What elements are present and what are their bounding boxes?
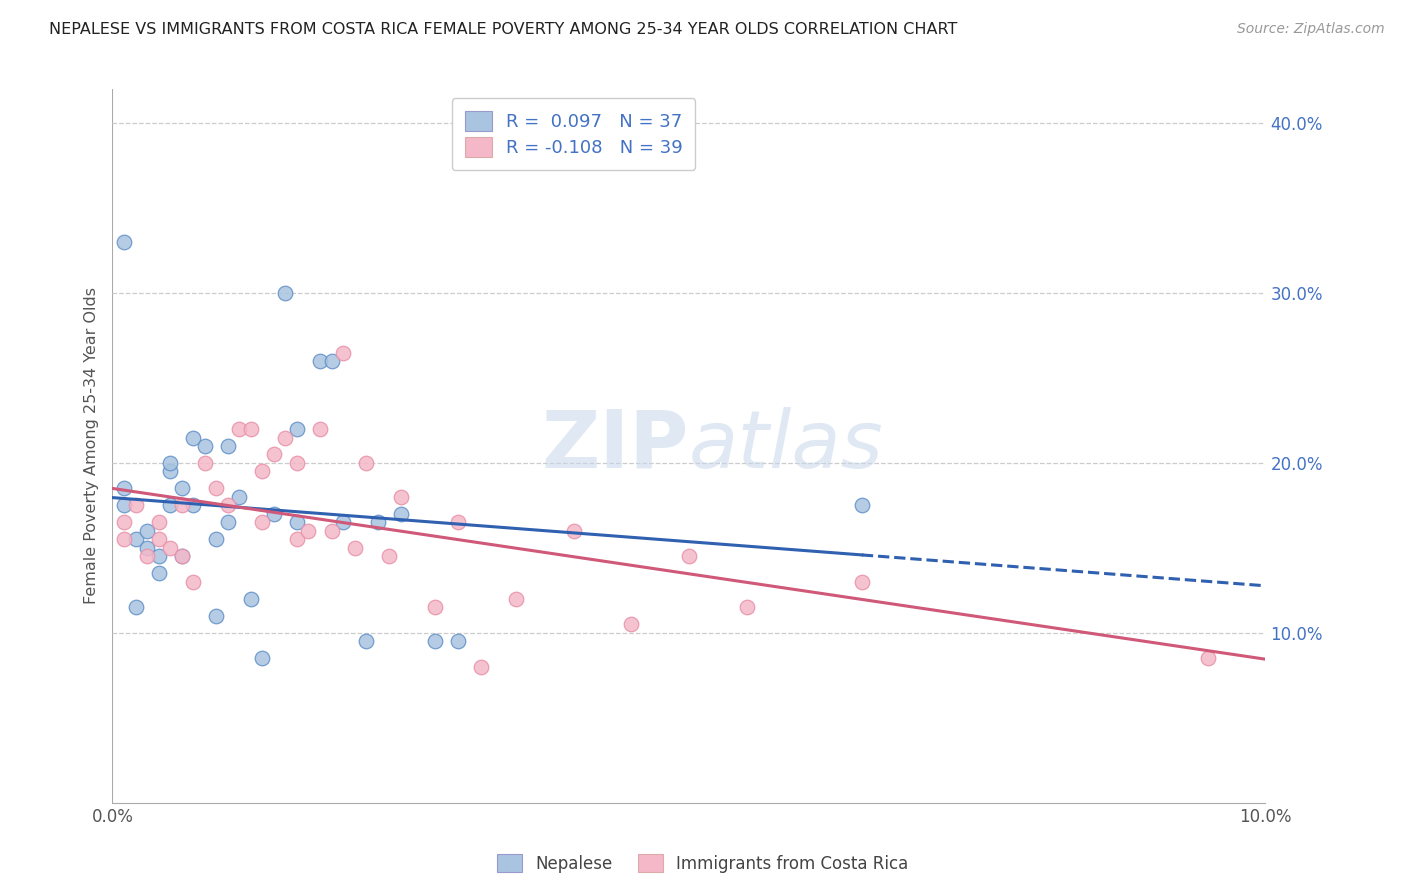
Point bbox=[181, 430, 204, 444]
Point bbox=[239, 591, 262, 606]
Point bbox=[505, 591, 527, 606]
Point bbox=[148, 516, 170, 530]
Point bbox=[112, 499, 135, 513]
Point bbox=[389, 490, 412, 504]
Point bbox=[851, 499, 873, 513]
Text: Source: ZipAtlas.com: Source: ZipAtlas.com bbox=[1237, 22, 1385, 37]
Point bbox=[217, 439, 239, 453]
Point bbox=[274, 430, 297, 444]
Point bbox=[194, 439, 217, 453]
Point bbox=[378, 549, 401, 564]
Point bbox=[1197, 651, 1219, 665]
Point bbox=[285, 422, 308, 436]
Legend: Nepalese, Immigrants from Costa Rica: Nepalese, Immigrants from Costa Rica bbox=[491, 847, 915, 880]
Point bbox=[447, 634, 470, 648]
Point bbox=[205, 533, 228, 547]
Point bbox=[389, 507, 412, 521]
Point bbox=[228, 422, 250, 436]
Point bbox=[332, 516, 354, 530]
Point bbox=[470, 660, 492, 674]
Point bbox=[217, 499, 239, 513]
Point bbox=[354, 456, 377, 470]
Text: ZIP: ZIP bbox=[541, 407, 689, 485]
Point bbox=[263, 507, 285, 521]
Point bbox=[136, 524, 159, 538]
Point bbox=[285, 456, 308, 470]
Point bbox=[112, 533, 135, 547]
Legend: R =  0.097   N = 37, R = -0.108   N = 39: R = 0.097 N = 37, R = -0.108 N = 39 bbox=[451, 98, 696, 169]
Point bbox=[297, 524, 319, 538]
Y-axis label: Female Poverty Among 25-34 Year Olds: Female Poverty Among 25-34 Year Olds bbox=[83, 287, 98, 605]
Point bbox=[321, 354, 343, 368]
Point bbox=[148, 566, 170, 581]
Point bbox=[321, 524, 343, 538]
Point bbox=[274, 286, 297, 301]
Point bbox=[136, 549, 159, 564]
Point bbox=[194, 456, 217, 470]
Point bbox=[252, 465, 274, 479]
Point bbox=[217, 516, 239, 530]
Point bbox=[252, 651, 274, 665]
Point bbox=[228, 490, 250, 504]
Point bbox=[112, 516, 135, 530]
Point bbox=[124, 533, 146, 547]
Point bbox=[124, 499, 146, 513]
Point bbox=[263, 448, 285, 462]
Point bbox=[159, 465, 181, 479]
Point bbox=[252, 516, 274, 530]
Point bbox=[148, 549, 170, 564]
Point bbox=[170, 482, 193, 496]
Point bbox=[678, 549, 700, 564]
Point bbox=[170, 549, 193, 564]
Point bbox=[425, 600, 447, 615]
Point bbox=[112, 235, 135, 249]
Point bbox=[181, 574, 204, 589]
Point bbox=[447, 516, 470, 530]
Point bbox=[343, 541, 366, 555]
Point bbox=[285, 533, 308, 547]
Point bbox=[285, 516, 308, 530]
Text: atlas: atlas bbox=[689, 407, 884, 485]
Point bbox=[239, 422, 262, 436]
Point bbox=[112, 482, 135, 496]
Point bbox=[332, 345, 354, 359]
Point bbox=[735, 600, 758, 615]
Point bbox=[205, 482, 228, 496]
Point bbox=[309, 422, 332, 436]
Point bbox=[181, 499, 204, 513]
Point bbox=[148, 533, 170, 547]
Point bbox=[124, 600, 146, 615]
Point bbox=[367, 516, 389, 530]
Point bbox=[562, 524, 585, 538]
Point bbox=[159, 456, 181, 470]
Point bbox=[136, 541, 159, 555]
Point bbox=[851, 574, 873, 589]
Text: NEPALESE VS IMMIGRANTS FROM COSTA RICA FEMALE POVERTY AMONG 25-34 YEAR OLDS CORR: NEPALESE VS IMMIGRANTS FROM COSTA RICA F… bbox=[49, 22, 957, 37]
Point bbox=[159, 499, 181, 513]
Point bbox=[309, 354, 332, 368]
Point bbox=[620, 617, 643, 632]
Point bbox=[170, 499, 193, 513]
Point bbox=[170, 549, 193, 564]
Point bbox=[425, 634, 447, 648]
Point bbox=[159, 541, 181, 555]
Point bbox=[205, 608, 228, 623]
Point bbox=[354, 634, 377, 648]
